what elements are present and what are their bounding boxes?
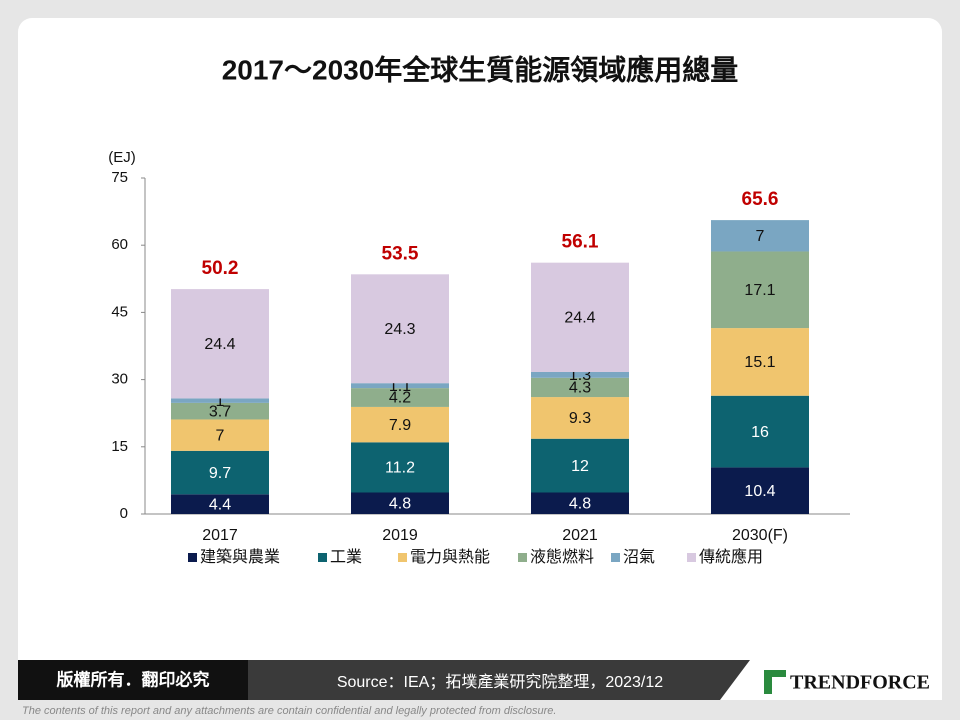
- value-label: 24.3: [384, 321, 415, 338]
- y-tick-label: 30: [111, 371, 128, 388]
- total-label: 53.5: [382, 243, 419, 264]
- legend-label: 工業: [330, 548, 362, 566]
- value-label: 11.2: [385, 460, 415, 477]
- value-label: 4.3: [569, 380, 591, 397]
- legend-swatch: [518, 553, 527, 562]
- source: Source：IEA；拓墣產業研究院整理，2023/12: [337, 673, 663, 691]
- total-label: 65.6: [742, 189, 779, 210]
- legend-swatch: [398, 553, 407, 562]
- y-unit: (EJ): [108, 149, 136, 166]
- value-label: 9.3: [569, 410, 591, 427]
- value-label: 7: [756, 228, 765, 245]
- plot: 0 15 30 45 60 75 4.4 9.7 7 3.71 24.4 50.2 2017 4.8 11.…: [111, 169, 850, 566]
- value-label: 4.2: [389, 390, 411, 407]
- value-label: 4.4: [209, 496, 231, 513]
- bar-segment: [531, 377, 629, 398]
- card: [18, 18, 942, 698]
- footer-left: [18, 660, 248, 700]
- legend-swatch: [318, 553, 327, 562]
- logo-mark: [764, 670, 786, 677]
- legend-label: 建築與農業: [200, 548, 280, 566]
- value-label: 10.4: [744, 483, 775, 500]
- bar-segment: [531, 492, 629, 514]
- value-label: 12: [571, 458, 589, 475]
- legend-swatch: [611, 553, 620, 562]
- value-label: 4.8: [389, 495, 411, 512]
- bar-segment: [171, 419, 269, 451]
- bar-segment: [531, 397, 629, 439]
- bar-segment: [171, 398, 269, 403]
- legend-label: 傳統應用: [699, 547, 763, 566]
- disclaimer: The contents of this report and any atta…: [22, 705, 556, 717]
- bar-segment: [171, 494, 269, 514]
- value-label: 24.4: [564, 310, 595, 327]
- bar-segment: [711, 328, 809, 396]
- bar-segment: [351, 388, 449, 407]
- copyright: 版權所有．翻印必究: [57, 669, 210, 689]
- value-label: 1: [216, 393, 225, 410]
- value-label: 4.8: [569, 495, 591, 512]
- bar-segment: [171, 402, 269, 420]
- y-tick-label: 45: [111, 303, 128, 320]
- value-label: 7.9: [389, 417, 411, 434]
- total-label: 56.1: [562, 232, 599, 253]
- x-tick-label: 2017: [202, 527, 238, 544]
- bar-segment: [351, 274, 449, 384]
- disclaimer-bg: [0, 700, 960, 720]
- bar-segment: [171, 289, 269, 399]
- bar-segment: [351, 442, 449, 493]
- bar-segment: [711, 220, 809, 252]
- bar-segment: [351, 406, 449, 443]
- legend-label: 沼氣: [623, 548, 655, 566]
- y-tick-label: 75: [111, 169, 128, 186]
- logo-mark: [764, 670, 772, 694]
- value-label: 17.1: [744, 282, 775, 299]
- total-label: 50.2: [202, 258, 239, 279]
- y-tick-label: 60: [111, 236, 128, 253]
- bar-segment: [531, 438, 629, 493]
- bar-segment: [171, 450, 269, 495]
- x-tick-label: 2019: [382, 527, 418, 544]
- chart-title: 2017～2030年全球生質能源領域應用總量: [222, 53, 739, 85]
- legend-label: 液態燃料: [530, 548, 594, 566]
- legend-swatch: [188, 553, 197, 562]
- value-label: 3.7: [209, 403, 231, 420]
- x-tick-label: 2030(F): [732, 527, 788, 544]
- bar-segment: [351, 383, 449, 389]
- brand: TRENDFORCE: [790, 672, 930, 694]
- value-label: 7: [216, 427, 225, 444]
- bar-segment: [351, 492, 449, 514]
- value-label: 9.7: [209, 465, 231, 482]
- bar-segment: [711, 251, 809, 329]
- y-tick-label: 0: [120, 505, 128, 522]
- y-tick-label: 15: [111, 438, 128, 455]
- bar-segment: [531, 371, 629, 378]
- value-label: 24.4: [204, 336, 235, 353]
- x-tick-label: 2021: [562, 527, 598, 544]
- legend-label: 電力與熱能: [410, 548, 490, 566]
- legend-swatch: [687, 553, 696, 562]
- value-label: 15.1: [744, 354, 775, 371]
- bar-segment: [711, 395, 809, 468]
- value-label: 16: [751, 424, 769, 441]
- bar-segment: [531, 262, 629, 372]
- bar-segment: [711, 467, 809, 514]
